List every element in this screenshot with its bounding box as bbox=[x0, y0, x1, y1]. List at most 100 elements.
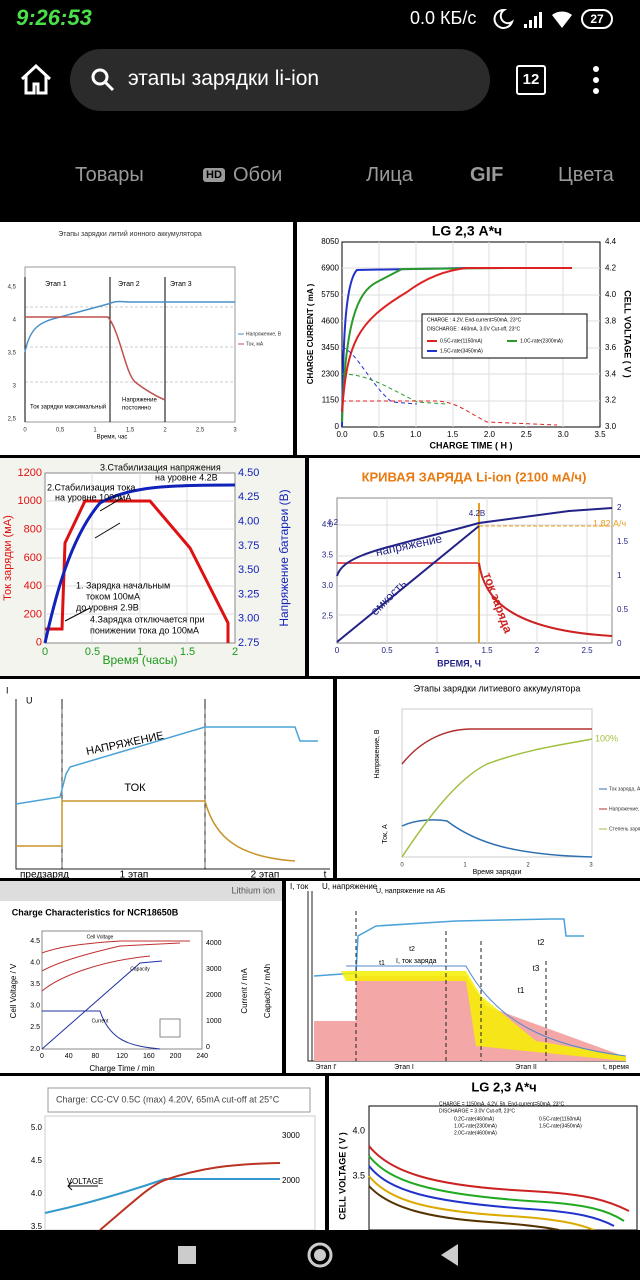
image-text: 1000 bbox=[18, 495, 42, 507]
tab[interactable]: GIF bbox=[470, 164, 504, 186]
curve bbox=[355, 911, 547, 1061]
home-button[interactable] bbox=[18, 62, 54, 98]
image-text: 1 bbox=[137, 646, 143, 658]
image-text: Напряжение bbox=[122, 398, 157, 404]
curve bbox=[368, 1175, 595, 1230]
image-thumbnail[interactable]: Этапы зарядки литий ионного аккумулятора… bbox=[0, 222, 293, 455]
image-thumbnail[interactable]: КРИВАЯ ЗАРЯДА Li-ion (2100 мА/ч)напряжен… bbox=[309, 458, 640, 676]
image-text: Ток заряда, А bbox=[609, 786, 640, 792]
image-text: 2 bbox=[535, 646, 540, 655]
image-text: Этап 1 bbox=[45, 281, 67, 288]
home-nav-button[interactable] bbox=[307, 1242, 333, 1268]
image-text: 3.0 bbox=[558, 430, 570, 439]
search-box[interactable]: этапы зарядки li-ion bbox=[70, 49, 490, 111]
image-text: током 100мА bbox=[86, 591, 140, 601]
signal-icon bbox=[524, 12, 542, 28]
image-text: Ток, мА bbox=[246, 341, 264, 347]
image-text: Cell Voltage bbox=[87, 934, 114, 940]
image-text: 0 bbox=[400, 863, 404, 869]
image-text: CELL VOLTAGE ( V ) bbox=[337, 1132, 347, 1220]
image-text: 80 bbox=[92, 1053, 100, 1060]
image-text: 3.8 bbox=[605, 316, 617, 325]
image-text: 2.75 bbox=[238, 637, 259, 649]
image-thumbnail[interactable]: LG 2,3 А*ч CHARGE CURRENT ( mA ) CELL VOLT… bbox=[297, 222, 640, 455]
image-text: Lithium ion bbox=[231, 885, 275, 895]
image-text: 2000 bbox=[282, 1176, 300, 1185]
image-text: 3.25 bbox=[238, 588, 259, 600]
image-text: 4.2 bbox=[327, 518, 339, 527]
curve bbox=[25, 316, 166, 401]
recents-button[interactable] bbox=[178, 1246, 196, 1264]
image-text: Напряжение, В bbox=[609, 806, 640, 812]
image-text: 0.5 bbox=[617, 605, 629, 614]
image-text: 600 bbox=[24, 552, 42, 564]
image-text: 2.Стабилизация тока bbox=[47, 482, 135, 492]
image-text: 240 bbox=[196, 1053, 208, 1060]
image-text: 3 bbox=[233, 428, 237, 434]
image-text: 40 bbox=[65, 1053, 73, 1060]
back-button[interactable] bbox=[441, 1244, 458, 1266]
image-text: 4 bbox=[13, 318, 17, 324]
image-text: 1000 bbox=[206, 1018, 222, 1025]
menu-button[interactable] bbox=[588, 64, 604, 96]
image-thumbnail[interactable]: Charge: CC-CV 0.5C (max) 4.20V, 65mA cut… bbox=[0, 1076, 325, 1230]
image-text: I, ток заряда bbox=[396, 958, 437, 965]
image-thumbnail[interactable]: LG 2,3 А*ч CHARGE = 1150mA, 4.2V, 5h, End… bbox=[329, 1076, 640, 1230]
tab[interactable]: Обои bbox=[233, 164, 283, 186]
dot bbox=[593, 88, 599, 94]
search-query: этапы зарядки li-ion bbox=[128, 67, 320, 90]
image-text: КРИВАЯ ЗАРЯДА Li-ion (2100 мА/ч) bbox=[362, 469, 587, 484]
curve bbox=[314, 976, 626, 1061]
image-text: Напряжение батареи (В) bbox=[277, 489, 291, 626]
home-icon bbox=[20, 63, 52, 95]
thumbnail-background bbox=[309, 458, 640, 676]
image-text: 3.Стабилизация напряжения bbox=[100, 462, 221, 472]
image-text: 0 bbox=[335, 646, 340, 655]
image-text: 6900 bbox=[321, 264, 339, 273]
curve bbox=[341, 971, 626, 1061]
image-text: 3.0 bbox=[30, 1003, 40, 1010]
image-text: 1.5C-rate(3450mA) bbox=[440, 348, 483, 354]
tab[interactable]: Лица bbox=[366, 164, 413, 186]
image-text: Ток зарядки максимальный bbox=[30, 404, 106, 411]
curve bbox=[401, 728, 592, 765]
image-text: 3000 bbox=[282, 1131, 300, 1140]
tab[interactable]: Товары bbox=[75, 164, 144, 186]
curve bbox=[368, 1155, 625, 1222]
image-text: 2 bbox=[526, 863, 530, 869]
thumbnail-drawing bbox=[341, 241, 601, 428]
image-text: 0 bbox=[40, 1053, 44, 1060]
thumbnail-drawing bbox=[368, 1105, 638, 1230]
image-text: U, напряжение на АБ bbox=[376, 888, 446, 895]
image-thumbnail[interactable]: Lithium ion Charge Characteristics for NC… bbox=[0, 881, 282, 1073]
battery-icon bbox=[581, 9, 613, 29]
image-text: Степень заряженности, % bbox=[609, 826, 640, 832]
image-text: 400 bbox=[24, 580, 42, 592]
image-text: Этап II bbox=[515, 1064, 537, 1071]
image-text: I, ток bbox=[290, 882, 309, 891]
tab[interactable]: Цвета bbox=[558, 164, 614, 186]
image-text: постоянно bbox=[122, 406, 151, 412]
image-text: 0 bbox=[206, 1044, 210, 1051]
image-text: 4.4 bbox=[605, 237, 617, 246]
curve bbox=[346, 965, 627, 1057]
image-text: 4.0 bbox=[605, 290, 617, 299]
image-text: 1 этап bbox=[120, 870, 149, 878]
image-text: понижении тока до 100мА bbox=[90, 625, 199, 635]
image-text: Charge: CC-CV 0.5C (max) 4.20V, 65mA cut… bbox=[56, 1094, 280, 1104]
clock: 9:26:53 bbox=[16, 5, 92, 30]
image-text: 3.5 bbox=[31, 1222, 43, 1230]
image-text: 2,5 bbox=[8, 417, 17, 423]
image-text: 0.5 bbox=[85, 646, 100, 658]
image-text: Current bbox=[92, 1018, 109, 1024]
tab-count[interactable]: 12 bbox=[516, 65, 546, 95]
image-text: t3 bbox=[533, 964, 540, 973]
image-text: 4.2 bbox=[605, 264, 617, 273]
image-text: 2.0C-rate(4600mA) bbox=[454, 1130, 497, 1136]
image-thumbnail[interactable]: Этапы зарядки литиевого аккумулятора Напр… bbox=[337, 679, 640, 878]
image-text: 0,5 bbox=[56, 428, 65, 434]
image-text: 3 bbox=[13, 384, 17, 390]
